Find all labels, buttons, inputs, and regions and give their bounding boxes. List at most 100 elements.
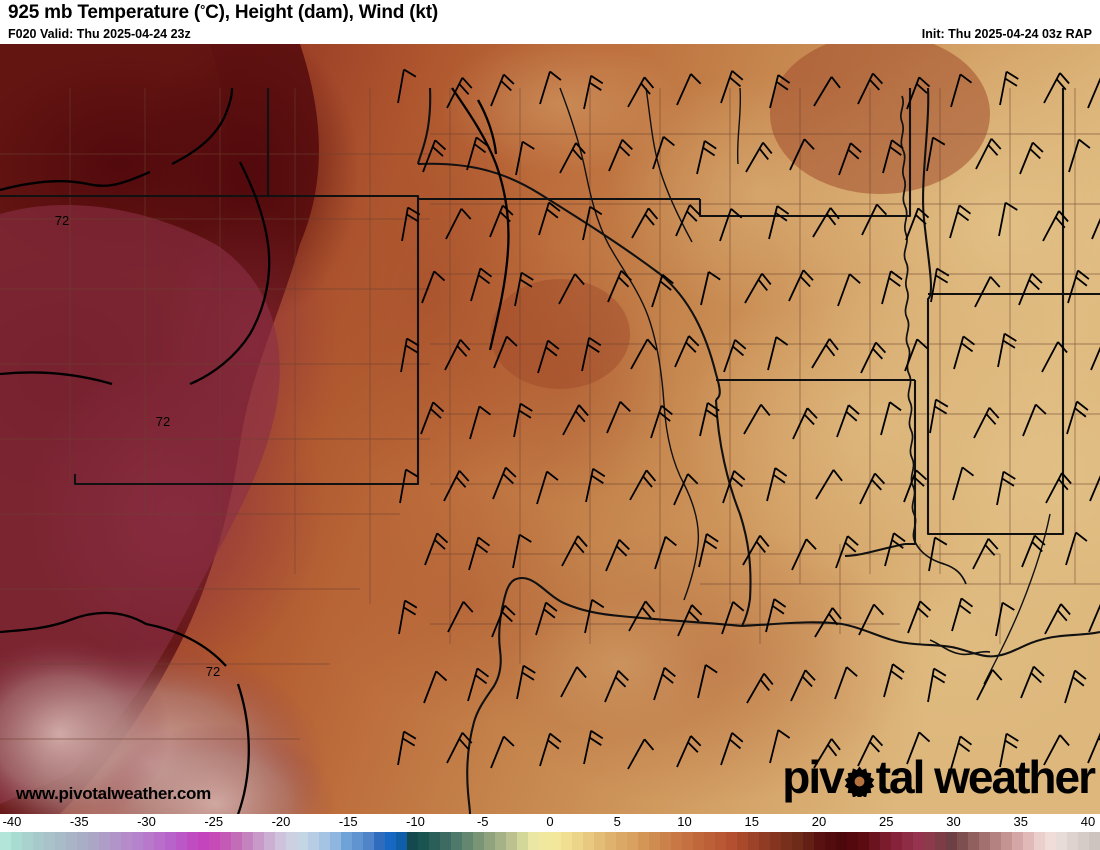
- wind-barb: [720, 69, 746, 109]
- colorbar-swatch: [539, 832, 550, 850]
- wind-barb: [604, 669, 632, 708]
- wind-barb: [630, 338, 660, 377]
- wind-barb: [651, 273, 676, 312]
- wind-barb: [973, 406, 1002, 445]
- wind-barb: [859, 472, 888, 511]
- colorbar-swatch: [330, 832, 341, 850]
- wind-barb: [928, 536, 949, 575]
- wind-barb: [1087, 75, 1100, 114]
- colorbar-swatch: [902, 832, 913, 850]
- colorbar-tick: 35: [1013, 814, 1028, 829]
- page-title: 925 mb Temperature (°C), Height (dam), W…: [8, 2, 438, 24]
- map-canvas[interactable]: 72 72 72 www.pivotalweather.com: [0, 44, 1100, 814]
- wind-barb: [1068, 138, 1093, 177]
- colorbar-swatch: [1045, 832, 1056, 850]
- wind-barb: [399, 468, 420, 507]
- wind-barb: [745, 141, 776, 180]
- wind-barb: [769, 74, 792, 113]
- wind-barb: [790, 669, 819, 708]
- wind-barb: [423, 670, 450, 709]
- colorbar-swatch: [682, 832, 693, 850]
- wind-barb: [742, 534, 773, 573]
- colorbar-swatch: [649, 832, 660, 850]
- wind-barb: [719, 207, 745, 247]
- colorbar-tick: 25: [879, 814, 894, 829]
- colorbar-swatch: [297, 832, 308, 850]
- wind-barb: [469, 405, 493, 444]
- colorbar-swatch: [517, 832, 528, 850]
- colorbar-swatch: [66, 832, 77, 850]
- wind-barb: [606, 400, 634, 439]
- wind-barb: [1065, 531, 1090, 570]
- wind-barb: [1020, 665, 1047, 704]
- wind-barb: [443, 469, 472, 508]
- colorbar-swatch: [792, 832, 803, 850]
- wind-barb: [513, 402, 535, 441]
- colorbar-swatch: [286, 832, 297, 850]
- wind-barb: [699, 401, 722, 440]
- colorbar-swatch: [803, 832, 814, 850]
- colorbar-swatch: [33, 832, 44, 850]
- colorbar-swatch: [110, 832, 121, 850]
- wind-barb: [881, 270, 905, 309]
- colorbar-swatch: [363, 832, 374, 850]
- wind-barb: [883, 663, 907, 702]
- colorbar-swatch: [462, 832, 473, 850]
- colorbar-swatch: [627, 832, 638, 850]
- wind-barb: [974, 275, 1003, 314]
- contour-label: 72: [206, 664, 220, 679]
- colorbar-swatch: [209, 832, 220, 850]
- wind-barb: [972, 537, 1001, 576]
- wind-barb: [903, 469, 930, 508]
- wind-barb: [629, 469, 659, 508]
- colorbar-swatch: [451, 832, 462, 850]
- colorbar-swatch: [550, 832, 561, 850]
- colorbar-swatch: [418, 832, 429, 850]
- colorbar-tick: -35: [69, 814, 89, 829]
- colorbar-swatch: [583, 832, 594, 850]
- wind-barb: [535, 601, 560, 640]
- wind-barb: [743, 403, 774, 442]
- wind-barb: [767, 336, 790, 375]
- wind-barb: [536, 470, 561, 509]
- colorbar-swatch: [847, 832, 858, 850]
- wind-barb: [792, 407, 821, 446]
- wind-barb: [789, 138, 818, 177]
- colorbar-swatch: [473, 832, 484, 850]
- colorbar-swatch: [935, 832, 946, 850]
- colorbar[interactable]: -40 -35 -30 -25 -20 -15 -10 -5 0 5 10 15 20 25 30 35 40: [0, 814, 1100, 850]
- colorbar-tick: -5: [476, 814, 489, 829]
- colorbar-swatch: [506, 832, 517, 850]
- colorbar-swatch: [979, 832, 990, 850]
- wind-barb: [424, 532, 451, 571]
- colorbar-swatch: [484, 832, 495, 850]
- colorbar-swatch: [1012, 832, 1023, 850]
- wind-barb: [812, 206, 843, 245]
- wind-barb: [860, 341, 889, 380]
- wind-barb: [538, 201, 563, 240]
- colorbar-swatch: [396, 832, 407, 850]
- wind-barb: [1088, 599, 1100, 638]
- state-borders-layer: [0, 87, 1100, 814]
- wind-barb: [539, 70, 564, 109]
- wind-barb: [608, 138, 636, 177]
- wind-barb: [814, 606, 845, 645]
- colorbar-swatch: [374, 832, 385, 850]
- colorbar-swatch: [231, 832, 242, 850]
- wind-barb: [493, 335, 520, 374]
- wind-barb: [490, 73, 517, 112]
- wind-barb: [1067, 269, 1092, 308]
- colorbar-swatch: [759, 832, 770, 850]
- wind-barb: [1066, 400, 1091, 439]
- colorbar-tick: 30: [946, 814, 961, 829]
- contour-label: 72: [156, 414, 170, 429]
- colorbar-swatch: [1078, 832, 1089, 850]
- wind-barb: [1044, 603, 1074, 642]
- wind-barb: [952, 466, 976, 505]
- colorbar-swatch: [495, 832, 506, 850]
- wind-barb: [858, 603, 887, 642]
- colorbar-tick: 10: [677, 814, 692, 829]
- wind-barb: [976, 668, 1005, 707]
- wind-barb: [515, 140, 537, 179]
- contour-label: 72: [55, 213, 69, 228]
